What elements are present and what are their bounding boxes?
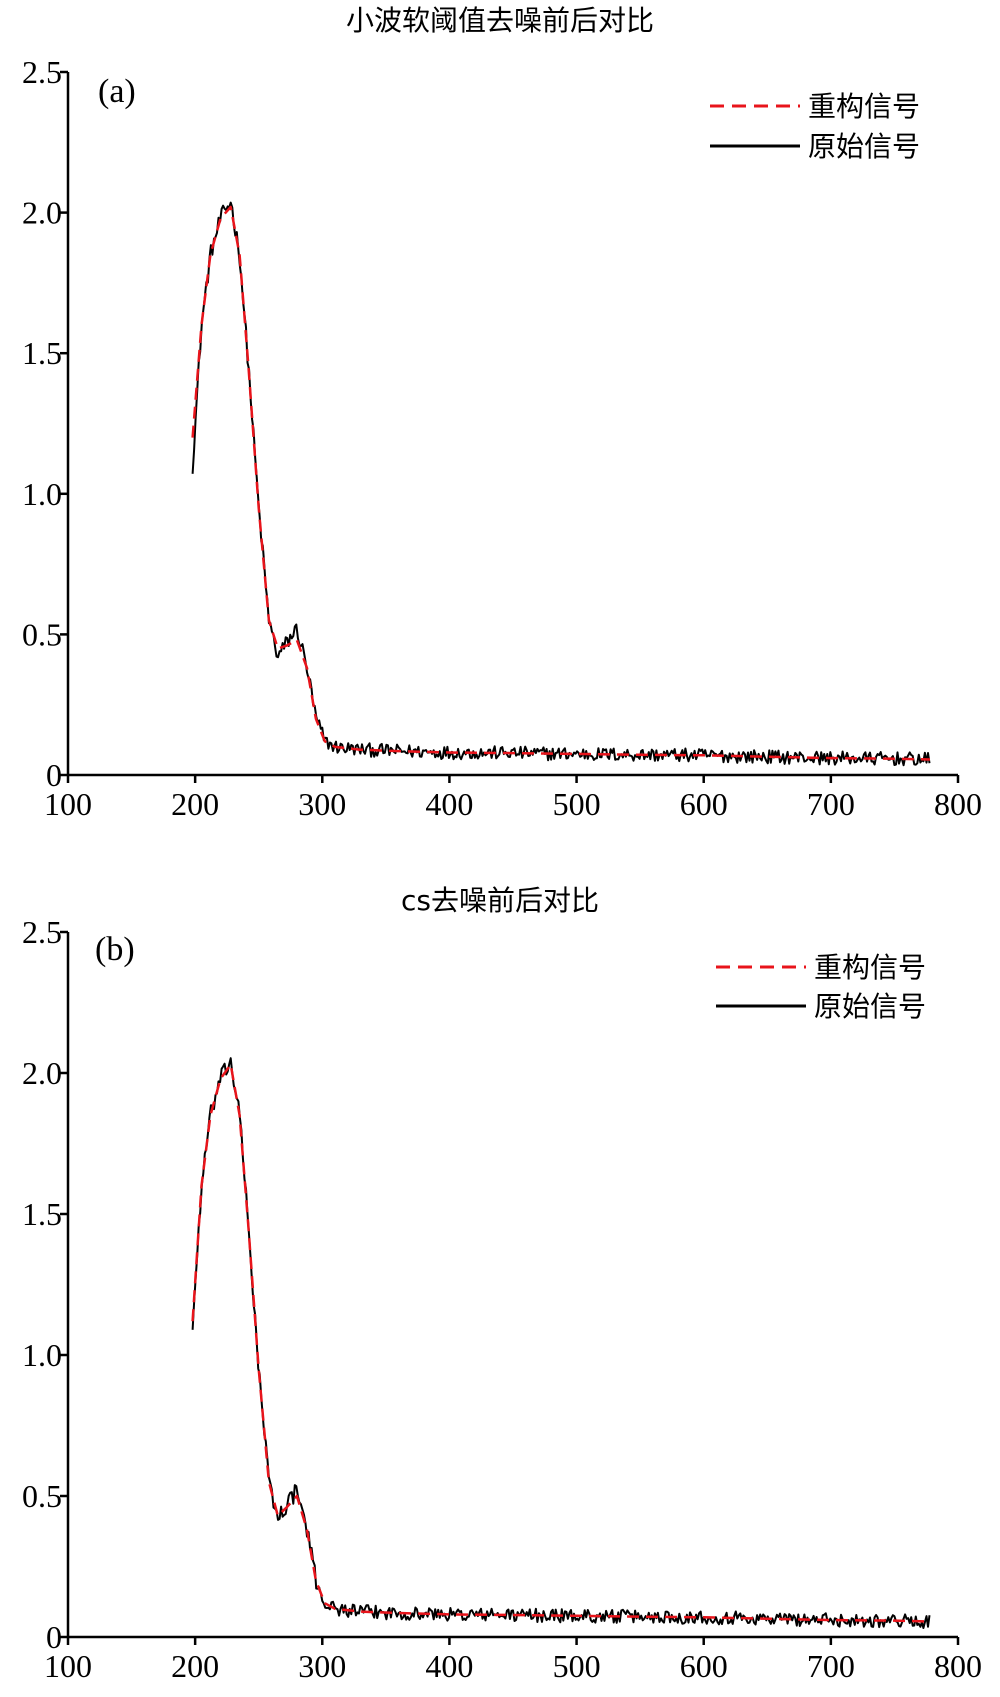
chart-title-b: cs去噪前后对比 [401,884,599,917]
x-tick-label-b: 400 [425,1648,473,1684]
panel-label-b: (b) [95,931,135,968]
y-tick-label-b: 1.0 [22,1337,62,1373]
series-line-original-a [191,201,931,767]
y-tick-label-a: 0 [46,757,62,793]
chart-panel-a: 小波软阈值去噪前后对比 (a) 重构信号 原始信号 100 200 300 400 50… [22,4,982,822]
x-tick-label-b: 600 [680,1648,728,1684]
series-line-reconstructed-a [191,205,931,761]
x-tick-label-a: 700 [807,786,855,822]
y-tick-label-a: 2.5 [22,54,62,90]
x-tick-label-b: 800 [934,1648,982,1684]
x-tick-label-b: 100 [44,1648,92,1684]
y-tick-label-b: 1.5 [22,1196,62,1232]
y-tick-label-a: 1.5 [22,335,62,371]
x-tick-label-a: 500 [553,786,601,822]
x-tick-label-a: 600 [680,786,728,822]
series-line-reconstructed-b [191,1063,931,1623]
x-tick-label-a: 800 [934,786,982,822]
y-tick-label-b: 0.5 [22,1478,62,1514]
x-tick-label-b: 200 [171,1648,219,1684]
y-tick-label-b: 0 [46,1619,62,1655]
x-tick-label-a: 400 [425,786,473,822]
legend-label-original-b: 原始信号 [814,990,926,1023]
plot-area-b: 100 200 300 400 500 600 700 800 0 0.5 1.0 1.5 2.0 2.5 [22,914,982,1684]
x-tick-label-b: 300 [298,1648,346,1684]
legend-label-original-a: 原始信号 [808,130,920,163]
legend-label-reconstructed-b: 重构信号 [814,951,926,984]
chart-panel-b: cs去噪前后对比 (b) 重构信号 原始信号 100 200 300 400 500 60… [22,884,982,1684]
legend-a: 重构信号 原始信号 [710,90,920,163]
y-tick-label-a: 2.0 [22,195,62,231]
x-tick-label-a: 200 [171,786,219,822]
y-tick-label-a: 0.5 [22,616,62,652]
y-tick-label-a: 1.0 [22,476,62,512]
y-tick-label-b: 2.5 [22,914,62,950]
legend-b: 重构信号 原始信号 [716,951,926,1023]
series-line-original-b [191,1057,931,1629]
chart-title-a: 小波软阈值去噪前后对比 [346,4,654,37]
plot-area-a: 100 200 300 400 500 600 700 800 0 0.5 1.0 1.5 2.0 2.5 [22,54,982,822]
y-tick-label-b: 2.0 [22,1055,62,1091]
panel-label-a: (a) [98,73,136,110]
x-tick-label-b: 700 [807,1648,855,1684]
x-tick-label-a: 100 [44,786,92,822]
x-tick-label-a: 300 [298,786,346,822]
x-tick-label-b: 500 [553,1648,601,1684]
legend-label-reconstructed-a: 重构信号 [808,90,920,123]
